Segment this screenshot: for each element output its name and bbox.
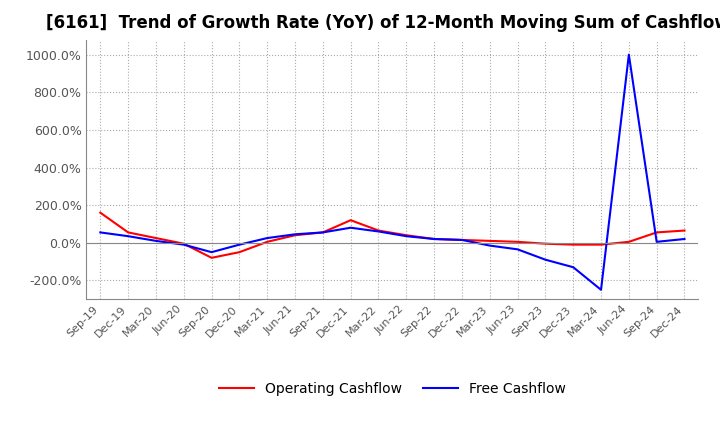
Operating Cashflow: [291, 233, 300, 238]
Operating Cashflow: [624, 239, 633, 245]
Free Cashflow: [235, 242, 243, 247]
Line: Free Cashflow: Free Cashflow: [100, 55, 685, 290]
Free Cashflow: [402, 234, 410, 239]
Operating Cashflow: [152, 235, 161, 241]
Free Cashflow: [179, 242, 188, 247]
Operating Cashflow: [374, 228, 383, 233]
Title: [6161]  Trend of Growth Rate (YoY) of 12-Month Moving Sum of Cashflows: [6161] Trend of Growth Rate (YoY) of 12-…: [45, 15, 720, 33]
Free Cashflow: [318, 230, 327, 235]
Line: Operating Cashflow: Operating Cashflow: [100, 213, 685, 258]
Operating Cashflow: [513, 239, 522, 245]
Free Cashflow: [346, 225, 355, 231]
Free Cashflow: [263, 235, 271, 241]
Operating Cashflow: [541, 241, 550, 246]
Operating Cashflow: [318, 230, 327, 235]
Free Cashflow: [597, 287, 606, 293]
Operating Cashflow: [402, 233, 410, 238]
Operating Cashflow: [96, 210, 104, 215]
Operating Cashflow: [430, 236, 438, 242]
Operating Cashflow: [569, 242, 577, 247]
Operating Cashflow: [124, 230, 132, 235]
Operating Cashflow: [235, 249, 243, 255]
Operating Cashflow: [263, 239, 271, 245]
Free Cashflow: [541, 257, 550, 262]
Free Cashflow: [485, 243, 494, 248]
Operating Cashflow: [485, 238, 494, 243]
Free Cashflow: [652, 239, 661, 245]
Operating Cashflow: [458, 237, 467, 242]
Free Cashflow: [291, 231, 300, 237]
Free Cashflow: [680, 236, 689, 242]
Operating Cashflow: [597, 242, 606, 247]
Free Cashflow: [124, 234, 132, 239]
Free Cashflow: [458, 237, 467, 242]
Free Cashflow: [569, 264, 577, 270]
Free Cashflow: [624, 52, 633, 57]
Legend: Operating Cashflow, Free Cashflow: Operating Cashflow, Free Cashflow: [214, 376, 571, 401]
Operating Cashflow: [346, 217, 355, 223]
Free Cashflow: [96, 230, 104, 235]
Operating Cashflow: [652, 230, 661, 235]
Free Cashflow: [513, 247, 522, 252]
Free Cashflow: [207, 249, 216, 255]
Free Cashflow: [374, 229, 383, 234]
Operating Cashflow: [179, 241, 188, 246]
Free Cashflow: [430, 236, 438, 242]
Free Cashflow: [152, 238, 161, 243]
Operating Cashflow: [207, 255, 216, 260]
Operating Cashflow: [680, 228, 689, 233]
